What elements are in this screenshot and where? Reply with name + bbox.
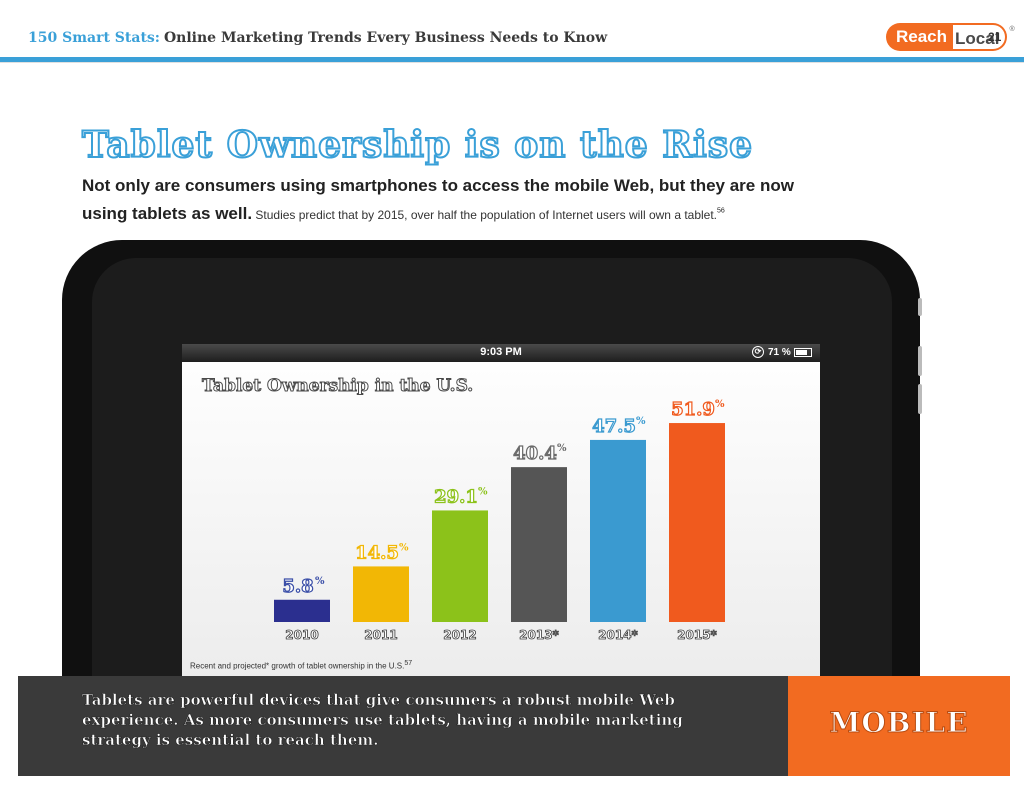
bar-2010 [274,599,330,622]
category-tick-label: 2013* [519,628,559,642]
status-time: 9:03 PM [480,346,522,358]
intro-line-2: using tablets as well. Studies predict t… [82,204,725,224]
logo-reach-text: Reach [886,23,954,51]
bar-2012 [432,510,488,622]
tablet-side-button-1 [918,298,922,316]
category-tag-label: MOBILE [829,706,969,740]
bar-2015-projected [669,423,725,622]
battery-percent: 71 % [768,347,791,358]
rotation-lock-icon: ⟳ [752,346,764,358]
bar-value-label: 14.5 [355,542,399,563]
bar-value-label: 47.5 [592,416,636,437]
bar-value-label: 5.8 [282,576,313,597]
intro-line-2-bold: using tablets as well. [82,204,253,223]
header-rule [0,57,1024,62]
intro-line-1: Not only are consumers using smartphones… [82,176,794,195]
bar-2014-projected [590,439,646,622]
chart-caption: Recent and projected* growth of tablet o… [190,660,412,671]
header-rule-shadow [0,62,1024,63]
page-number: 21 [988,30,1002,44]
category-tick-label: 2014* [598,628,638,642]
category-tick-label: 2011 [364,628,397,642]
summary-panel: Tablets are powerful devices that give c… [18,676,788,776]
bar-2013-projected [511,467,567,622]
bar-value-label: 40.4 [513,443,557,464]
bar-unit-label: % [557,443,567,454]
bar-unit-label: % [715,399,725,410]
bar-value-label: 51.9 [671,399,715,420]
bar-2011 [353,566,409,622]
chart-caption-text: Recent and projected* growth of tablet o… [190,661,405,671]
category-tag: MOBILE [788,676,1010,776]
bar-value-label: 29.1 [434,486,478,507]
header-title: 150 Smart Stats: Online Marketing Trends… [28,30,607,56]
page-title: Tablet Ownership is on the Rise [81,123,754,167]
chart-caption-footnote: 57 [404,660,413,667]
header-series-label: 150 Smart Stats: [28,30,160,46]
summary-text: Tablets are powerful devices that give c… [82,691,683,750]
battery-level-fill [796,350,807,355]
battery-icon [794,348,812,357]
intro-footnote: 56 [717,207,725,215]
bar-unit-label: % [399,542,409,553]
logo-local-text: Local [953,23,1008,51]
reachlocal-logo[interactable]: Reach Local ® [886,22,1015,52]
intro-line-2-rest: Studies predict that by 2015, over half … [252,208,718,222]
tablet-side-button-2 [918,346,922,376]
chart-title: Tablet Ownership in the U.S. [201,376,474,397]
header-subtitle: Online Marketing Trends Every Business N… [163,30,608,46]
logo-registered-mark: ® [1009,26,1015,33]
tablet-status-bar: 9:03 PM ⟳ 71 % [182,344,820,362]
category-tick-label: 2015* [677,628,717,642]
category-tick-label: 2010 [285,628,318,642]
bar-unit-label: % [315,576,325,587]
tablet-side-button-3 [918,384,922,414]
tablet-screen: 9:03 PM ⟳ 71 % Tablet Ownership in the U… [182,344,820,684]
bar-unit-label: % [478,486,488,497]
tablet-ownership-chart: 5.8 % 2010 14.5 % 2011 29.1 % 2012 40.4 % 2013* 47.5… [274,398,725,642]
category-tick-label: 2012 [443,628,476,642]
bar-unit-label: % [636,416,646,427]
